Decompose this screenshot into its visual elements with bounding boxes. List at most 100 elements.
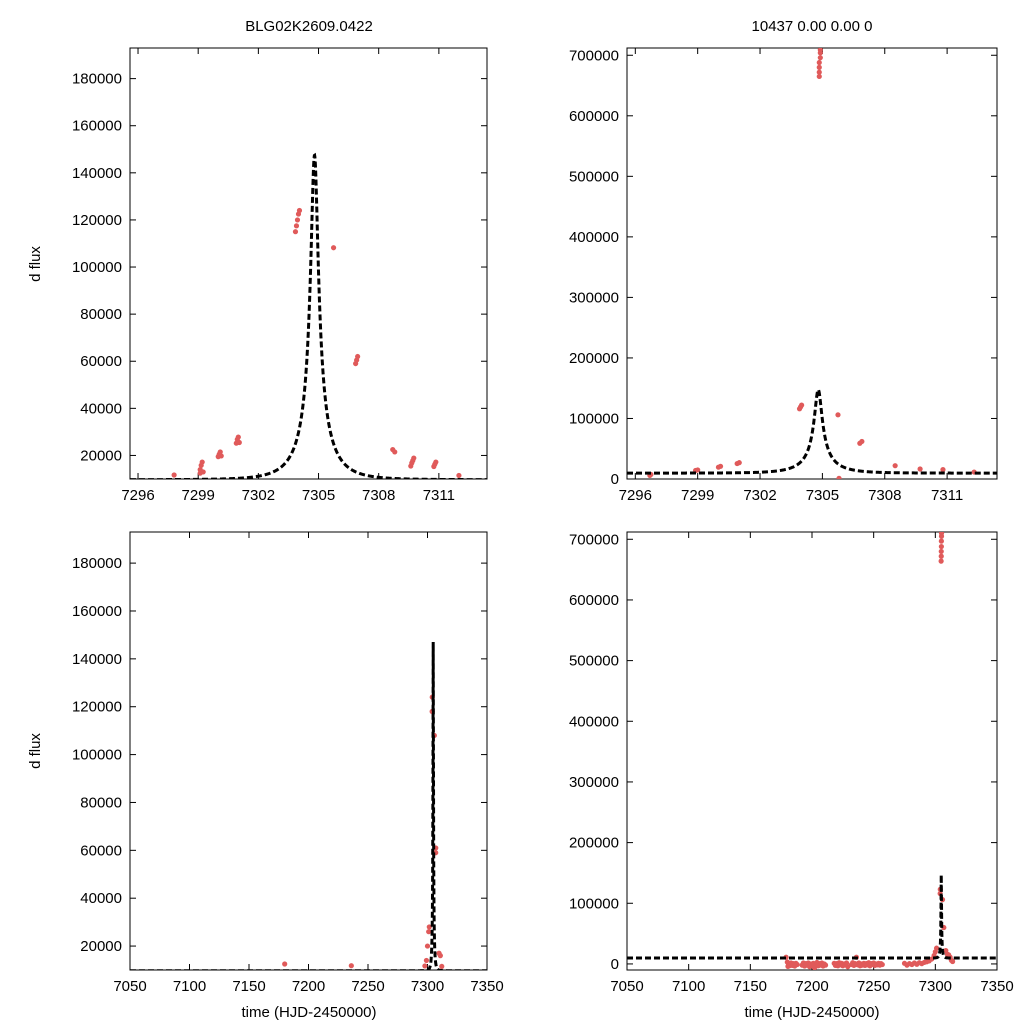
- data-point: [695, 467, 701, 473]
- data-point: [736, 460, 742, 466]
- x-tick-label: 7296: [619, 487, 652, 504]
- panel-title-left: BLG02K2609.0422: [245, 18, 373, 35]
- data-point: [938, 553, 944, 559]
- data-point: [348, 963, 354, 969]
- data-point: [392, 449, 398, 455]
- y-tick-label: 600000: [569, 108, 619, 125]
- y-axis-label-top: d flux: [27, 246, 44, 282]
- y-tick-label: 20000: [80, 447, 122, 464]
- y-tick-label: 600000: [569, 592, 619, 609]
- data-point: [296, 207, 303, 214]
- data-point: [917, 466, 923, 472]
- data-point: [200, 469, 206, 475]
- x-axis-label-right: time (HJD-2450000): [744, 1004, 879, 1021]
- y-tick-label: 200000: [569, 835, 619, 852]
- data-point: [892, 463, 898, 469]
- x-tick-label: 7302: [242, 487, 275, 504]
- x-tick-label: 7100: [672, 978, 705, 995]
- data-point: [835, 412, 841, 418]
- x-tick-label: 7250: [351, 978, 384, 995]
- x-tick-label: 7299: [681, 487, 714, 504]
- y-tick-label: 400000: [569, 713, 619, 730]
- data-point: [236, 439, 242, 446]
- data-point: [816, 69, 822, 75]
- x-tick-label: 7350: [470, 978, 503, 995]
- y-tick-label: 100000: [72, 259, 122, 276]
- data-point: [294, 217, 301, 223]
- data-point: [817, 48, 823, 53]
- data-point: [816, 59, 822, 66]
- data-point: [794, 961, 800, 968]
- y-tick-label: 300000: [569, 774, 619, 791]
- y-tick-label: 180000: [72, 555, 122, 572]
- x-tick-label: 7296: [121, 487, 154, 504]
- data-point: [456, 472, 462, 479]
- data-point: [355, 353, 361, 360]
- data-point: [422, 963, 428, 969]
- y-tick-label: 100000: [72, 747, 122, 764]
- panels-group: 7296 7299 7302 7305 7308 7311 20000 40000 60000 8…: [72, 47, 1014, 995]
- plot-area: [130, 642, 487, 970]
- y-tick-label: 160000: [72, 603, 122, 620]
- data-point: [938, 558, 944, 564]
- panel-3: 7050 7100 7150 7200 7250 7300 7350 20000 40000 60…: [72, 531, 504, 995]
- x-tick-label: 7150: [734, 978, 767, 995]
- data-point: [859, 438, 865, 445]
- data-point: [879, 961, 885, 968]
- y-tick-label: 100000: [569, 410, 619, 427]
- y-tick-label: 100000: [569, 895, 619, 912]
- data-point: [235, 434, 241, 440]
- data-point: [817, 55, 823, 61]
- y-axis-label-bottom: d flux: [27, 733, 44, 769]
- plot-frame: [626, 47, 998, 480]
- y-tick-label: 80000: [80, 794, 122, 811]
- x-tick-label: 7311: [931, 487, 963, 504]
- model-curve: [130, 152, 487, 479]
- data-point: [938, 548, 944, 555]
- plot-area: [627, 48, 997, 479]
- data-point: [816, 64, 822, 70]
- x-tick-label: 7350: [980, 978, 1013, 995]
- y-tick-label: 180000: [72, 71, 122, 88]
- data-point: [218, 453, 224, 459]
- model-curve: [130, 642, 487, 970]
- data-point: [330, 245, 337, 251]
- x-tick-label: 7050: [610, 978, 643, 995]
- data-point: [424, 943, 431, 949]
- y-tick-label: 0: [611, 471, 619, 488]
- data-point: [950, 958, 956, 965]
- data-point: [426, 929, 432, 935]
- x-tick-label: 7308: [868, 487, 901, 504]
- y-tick-label: 400000: [569, 229, 619, 246]
- y-tick-label: 120000: [72, 699, 122, 716]
- x-tick-label: 7050: [113, 978, 146, 995]
- panel-4: 7050 7100 7150 7200 7250 7300 7350 0 100000 20000…: [569, 531, 1014, 995]
- x-axis-label-left: time (HJD-2450000): [241, 1004, 376, 1021]
- x-tick-label: 7308: [362, 487, 395, 504]
- data-point: [433, 459, 439, 465]
- x-tick-label: 7305: [806, 487, 839, 504]
- panel-1: 7296 7299 7302 7305 7308 7311 20000 40000 60000 8…: [72, 47, 488, 504]
- y-tick-label: 20000: [80, 938, 122, 955]
- data-point: [836, 475, 842, 479]
- data-point: [816, 73, 822, 80]
- data-point: [822, 962, 829, 968]
- x-tick-label: 7305: [302, 487, 335, 504]
- model-curve: [627, 388, 997, 475]
- panel-title-right: 10437 0.00 0.00 0: [752, 18, 873, 35]
- y-tick-label: 0: [611, 956, 619, 973]
- data-point: [293, 223, 300, 229]
- data-point: [217, 449, 223, 455]
- y-tick-label: 140000: [72, 651, 122, 668]
- x-tick-label: 7302: [743, 487, 776, 504]
- plot-frame: [129, 47, 488, 480]
- x-tick-label: 7200: [292, 978, 325, 995]
- data-point: [717, 463, 724, 469]
- data-point: [938, 543, 944, 550]
- x-tick-label: 7311: [423, 487, 455, 504]
- data-point: [439, 963, 445, 970]
- x-tick-label: 7150: [232, 978, 265, 995]
- y-tick-label: 500000: [569, 653, 619, 670]
- data-point: [799, 402, 805, 408]
